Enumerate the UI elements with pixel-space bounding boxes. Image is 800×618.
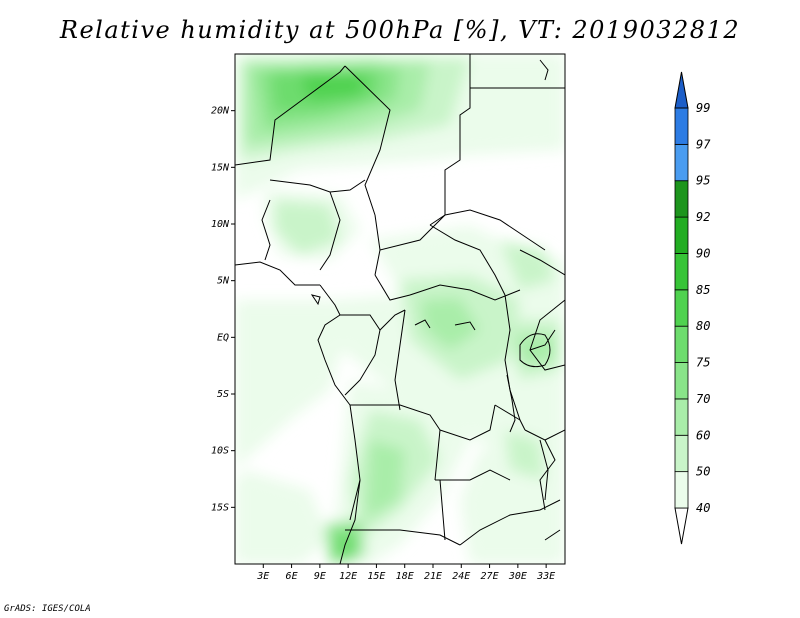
colorbar-label: 97 [696, 137, 711, 151]
colorbar-segment [674, 253, 689, 291]
lon-tick-label: 3E [256, 571, 269, 582]
lake-tanganyika-outline [506, 374, 516, 433]
map-frame [234, 53, 566, 565]
colorbar-segment [674, 325, 689, 363]
colorbar-label: 75 [696, 356, 710, 370]
colorbar-segment [674, 143, 689, 182]
lon-tick-label: 9E [314, 571, 326, 582]
colorbar-label: 60 [696, 428, 710, 442]
colorbar-under-arrow [674, 507, 689, 545]
colorbar-segment [674, 362, 689, 400]
lon-tick-label: 18E [396, 571, 414, 582]
colorbar: 40 50 60 70 75 80 85 90 92 95 97 99 [674, 71, 711, 545]
rh-80-85-shading [300, 74, 365, 100]
colorbar-label: 90 [696, 246, 710, 260]
lat-tick-label: 5N [217, 276, 230, 287]
colorbar-label: 80 [696, 319, 710, 333]
lon-tick-label: 33E [536, 571, 555, 582]
lat-tick-label: 15N [211, 162, 230, 173]
colorbar-label: 92 [696, 210, 710, 224]
coast-outline [539, 59, 549, 81]
lon-tick-label: 12E [339, 571, 357, 582]
island-outline [310, 294, 321, 306]
colorbar-label: 99 [696, 101, 710, 115]
lat-tick-label: 20N [211, 106, 230, 117]
lake-victoria-outline [519, 333, 551, 368]
colorbar-segment [674, 471, 689, 509]
colorbar-segment [674, 289, 689, 327]
colorbar-label: 85 [696, 283, 710, 297]
country-boundaries [235, 54, 565, 564]
colorbar-label: 95 [696, 174, 710, 188]
lon-tick-label: 30E [508, 571, 527, 582]
colorbar-segment [674, 216, 689, 254]
lat-tick-label: 5S [217, 389, 229, 400]
plot-title: Relative humidity at 500hPa [%], VT: 201… [59, 16, 741, 44]
humidity-field [235, 54, 565, 564]
colorbar-segment [674, 180, 689, 218]
lon-tick-label: 24E [452, 571, 470, 582]
colorbar-label: 40 [696, 501, 710, 515]
lon-tick-label: 15E [367, 571, 385, 582]
lake-malawi-outline [539, 439, 549, 501]
colorbar-label: 50 [696, 465, 710, 479]
lat-tick-label: 10S [211, 446, 229, 457]
lat-tick-label: 15S [211, 502, 229, 513]
colorbar-segment [674, 107, 689, 145]
lat-tick-label: 10N [211, 219, 230, 230]
colorbar-segment [674, 398, 689, 436]
colorbar-segment [674, 434, 689, 473]
lake-outline [414, 319, 431, 329]
lake-outlines [310, 59, 551, 501]
colorbar-over-arrow [674, 71, 689, 109]
lon-tick-label: 6E [286, 571, 298, 582]
lon-tick-label: 21E [424, 571, 442, 582]
lon-tick-label: 27E [481, 571, 499, 582]
colorbar-label: 70 [696, 392, 710, 406]
lake-outline [454, 321, 476, 331]
footer-credit: GrADS: IGES/COLA [4, 604, 91, 614]
lat-tick-label: EQ [217, 332, 229, 343]
